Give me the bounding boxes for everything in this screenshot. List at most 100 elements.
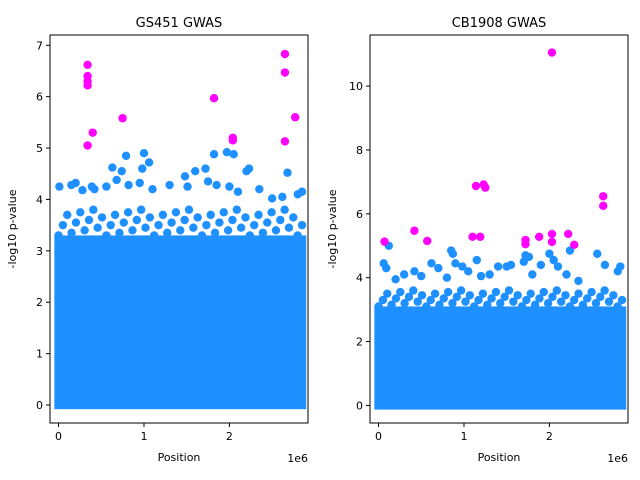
data-point (396, 287, 405, 297)
data-point (223, 226, 233, 235)
data-point (258, 228, 268, 238)
x-axis-label: Position (158, 451, 201, 464)
data-point (229, 150, 238, 159)
data-point (228, 215, 237, 225)
axes-frame (49, 34, 309, 424)
data-point (71, 218, 81, 227)
data-point (184, 205, 194, 214)
data-point (553, 262, 563, 271)
significant-point (468, 232, 477, 242)
data-point (442, 273, 452, 282)
data-point (539, 287, 548, 297)
significant-point (563, 229, 573, 239)
data-point (115, 228, 124, 238)
significant-point (534, 232, 544, 242)
data-point (54, 231, 63, 240)
data-point (201, 164, 210, 173)
significant-point (410, 226, 419, 235)
data-point (55, 182, 64, 191)
data-point (472, 255, 481, 265)
data-point (119, 218, 128, 227)
data-point (135, 178, 144, 188)
x-tick-label: 2 (546, 430, 553, 443)
data-point (141, 223, 150, 232)
data-point (604, 297, 614, 306)
data-point (297, 187, 307, 196)
data-point (278, 192, 287, 202)
data-point (167, 218, 176, 227)
data-point (284, 223, 294, 232)
data-point (271, 226, 281, 235)
data-point (617, 295, 627, 305)
gs451-panel: GS451 GWAS 0 1 2 0 1 2 3 4 5 6 7 Position -log10 … (6, 16, 309, 465)
data-point (180, 215, 189, 225)
data-point (67, 228, 76, 238)
x-axis-label: Position (478, 451, 521, 464)
data-point (145, 213, 155, 222)
x-tick-label: 0 (375, 430, 382, 443)
data-point (283, 168, 292, 177)
x-tick-label: 1 (460, 430, 467, 443)
data-point (225, 182, 234, 191)
data-point (206, 210, 215, 220)
data-point (474, 295, 483, 305)
data-point (382, 263, 391, 273)
significant-point (380, 237, 389, 246)
data-point (504, 286, 514, 295)
data-point (203, 177, 213, 186)
significant-point (547, 237, 557, 247)
data-point (263, 218, 272, 227)
y-tick-label: 5 (36, 142, 43, 155)
data-point (413, 297, 422, 306)
data-point (189, 223, 198, 232)
data-point (241, 213, 250, 222)
y-tick-label: 6 (36, 91, 43, 104)
x-tick-label: 1 (140, 430, 147, 443)
chart-title: GS451 GWAS (136, 16, 223, 31)
x-axis-ticks: 0 1 2 (375, 423, 553, 443)
significant-point (423, 236, 432, 246)
data-point (191, 166, 200, 176)
y-tick-label: 0 (36, 399, 43, 412)
y-tick-label: 2 (356, 336, 363, 349)
data-point (426, 295, 435, 305)
data-point (461, 297, 470, 306)
axes-frame (369, 34, 629, 424)
data-point (138, 164, 147, 173)
data-point (464, 267, 473, 276)
data-point (591, 299, 601, 308)
data-point (456, 286, 466, 295)
data-point (215, 218, 224, 227)
data-point (222, 147, 232, 157)
significant-point (547, 48, 557, 57)
data-point (89, 205, 98, 214)
data-point (452, 292, 462, 302)
data-point (485, 270, 494, 279)
data-point (561, 291, 570, 300)
data-point (84, 215, 94, 225)
data-point (293, 231, 302, 240)
data-point (399, 270, 409, 279)
data-point (171, 208, 181, 217)
data-point (451, 259, 460, 268)
data-point (613, 302, 622, 311)
data-point (574, 276, 583, 286)
data-point (522, 295, 531, 305)
data-point (478, 289, 488, 298)
y-axis-label: -log10 p-value (326, 189, 339, 268)
data-point (496, 299, 505, 308)
data-point (58, 220, 68, 230)
data-point (110, 210, 120, 220)
data-point (536, 260, 546, 270)
data-point (434, 263, 443, 273)
data-point (193, 213, 202, 222)
data-point (378, 295, 388, 305)
x-axis-offset-label: 1e6 (287, 452, 308, 465)
significant-point (228, 136, 238, 145)
data-point (543, 299, 553, 308)
cb1908-panel: CB1908 GWAS 0 1 2 0 2 4 6 8 10 Position -log10 … (326, 16, 629, 465)
significant-point (471, 181, 481, 191)
data-point (121, 151, 131, 160)
data-point (487, 294, 496, 303)
